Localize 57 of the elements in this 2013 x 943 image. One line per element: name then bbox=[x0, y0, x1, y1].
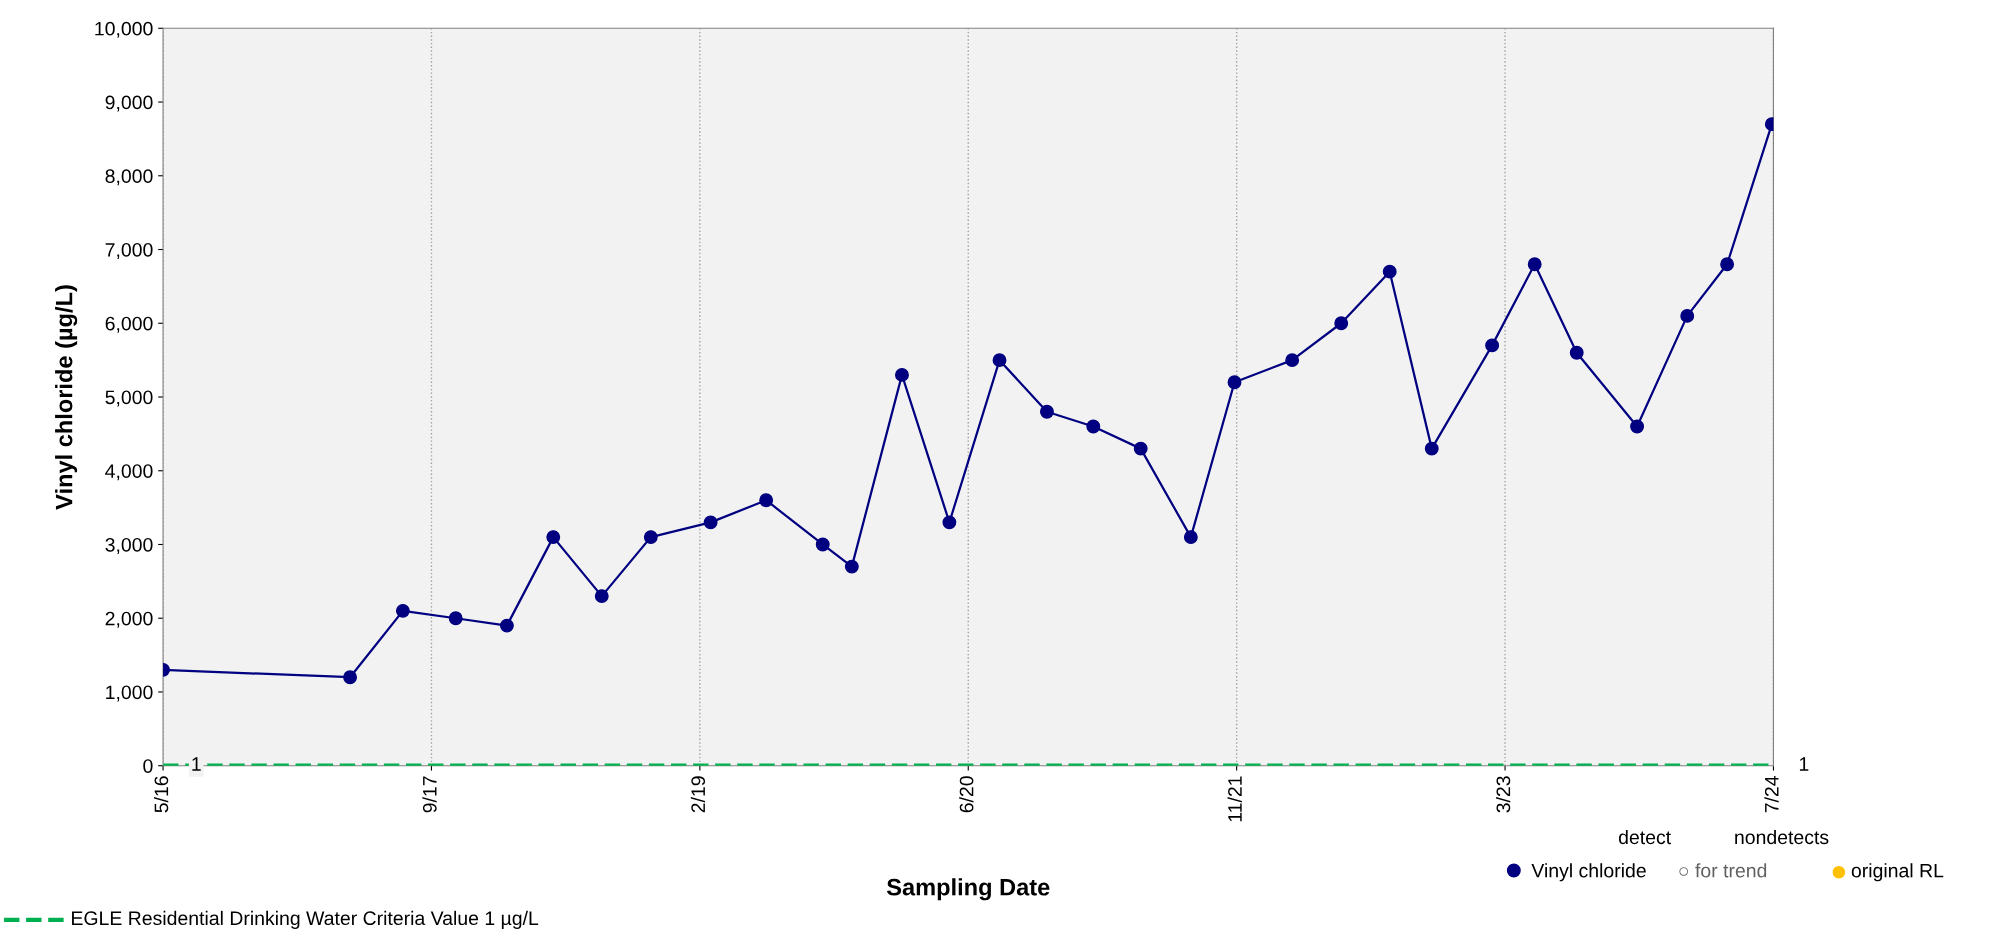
point bbox=[1680, 308, 1695, 323]
y-tick-label: 2,000 bbox=[105, 611, 153, 628]
point bbox=[1630, 419, 1645, 434]
annotation: 1 bbox=[192, 757, 201, 771]
y-tick-label: 3,000 bbox=[105, 537, 153, 555]
x-tick-label: 6/20 bbox=[959, 776, 974, 813]
y-tick-label: 6,000 bbox=[105, 316, 153, 333]
text: nondetects bbox=[1735, 829, 1829, 845]
point bbox=[815, 537, 830, 552]
y-tick-label: 1,000 bbox=[106, 685, 153, 702]
point bbox=[1227, 375, 1242, 390]
point bbox=[1424, 441, 1439, 456]
point bbox=[643, 530, 658, 545]
y-tick-label: 9,000 bbox=[105, 95, 153, 112]
point bbox=[546, 530, 561, 545]
point bbox=[1569, 345, 1584, 360]
point bbox=[942, 515, 957, 530]
text: detect bbox=[1618, 829, 1671, 845]
y-axis-title: Vinyl chloride (µg/L) bbox=[55, 285, 78, 510]
x-tick-label: 7/24 bbox=[1764, 776, 1779, 813]
point bbox=[395, 603, 410, 618]
point bbox=[343, 670, 358, 685]
annotation: 1 bbox=[1799, 757, 1809, 771]
point bbox=[1334, 316, 1349, 331]
point bbox=[1183, 530, 1198, 545]
point bbox=[1133, 441, 1148, 456]
x-tick-label: 3/23 bbox=[1495, 776, 1511, 813]
y-tick-label: 7,000 bbox=[105, 242, 153, 260]
legend-label: Vinyl chloride bbox=[1531, 863, 1646, 882]
y-tick-label: 0 bbox=[143, 759, 153, 773]
text: ○ for trend bbox=[1679, 863, 1767, 878]
y-tick-label: 5,000 bbox=[105, 390, 153, 407]
point bbox=[1039, 404, 1054, 419]
x-tick-label: 9/17 bbox=[422, 776, 437, 813]
point bbox=[1086, 419, 1101, 434]
y-tick-label: 8,000 bbox=[105, 169, 153, 186]
point bbox=[1285, 353, 1300, 368]
point bbox=[703, 515, 718, 530]
legend-label: EGLE Residential Drinking Water Criteria Value 1 µg/L bbox=[72, 910, 539, 929]
point bbox=[499, 618, 514, 633]
point bbox=[594, 589, 609, 604]
x-tick-label: 2/19 bbox=[690, 776, 706, 813]
y-tick-label: 10,000 bbox=[95, 21, 153, 38]
point bbox=[1527, 257, 1542, 272]
x-axis-title: Sampling Date bbox=[886, 878, 1050, 901]
point bbox=[759, 493, 774, 508]
text: original RL bbox=[1851, 863, 1944, 882]
point bbox=[1485, 338, 1500, 353]
x-tick-label: 5/16 bbox=[153, 776, 169, 813]
x-tick-label: 11/21 bbox=[1227, 776, 1242, 822]
y-tick-label: 4,000 bbox=[105, 464, 153, 481]
point bbox=[1720, 257, 1735, 272]
point bbox=[1382, 264, 1397, 279]
point bbox=[844, 559, 859, 574]
point bbox=[992, 353, 1007, 368]
point bbox=[448, 611, 463, 626]
point bbox=[895, 367, 909, 382]
